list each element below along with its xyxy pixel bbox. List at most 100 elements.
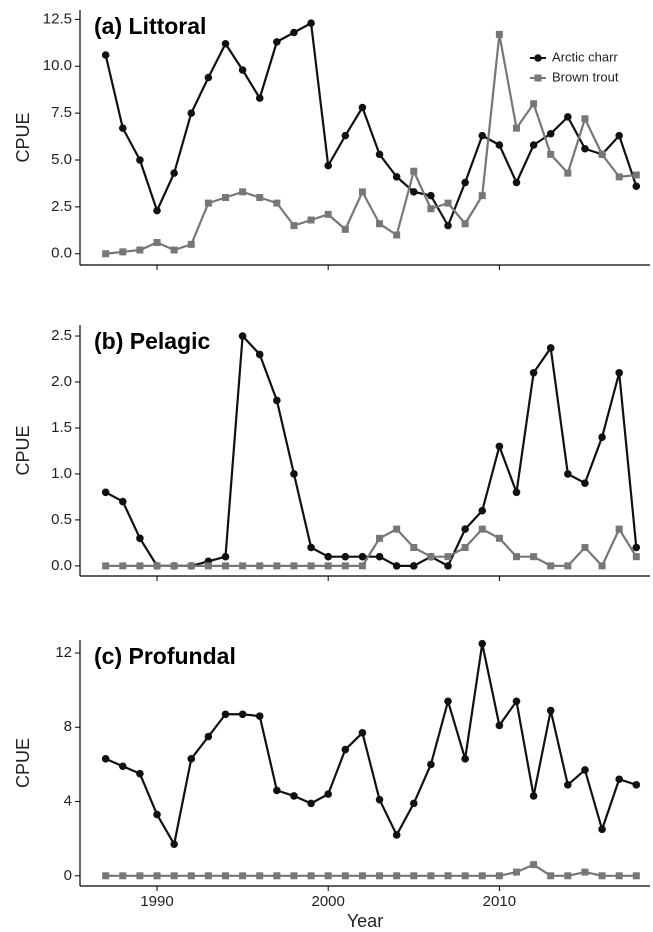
- marker: [495, 442, 504, 451]
- marker: [255, 712, 264, 720]
- y-axis-label: CPUE: [13, 425, 33, 475]
- series-line: [105, 863, 637, 877]
- marker: [307, 799, 315, 808]
- marker: [118, 124, 127, 132]
- marker: [153, 872, 161, 880]
- marker: [598, 872, 606, 880]
- marker: [529, 792, 538, 800]
- marker: [615, 369, 623, 377]
- marker: [564, 113, 572, 121]
- marker: [495, 872, 503, 880]
- marker: [581, 144, 589, 153]
- marker: [239, 562, 247, 570]
- marker: [187, 755, 196, 763]
- marker: [444, 199, 452, 207]
- marker: [598, 433, 606, 441]
- marker: [273, 38, 281, 46]
- legend-marker: [534, 54, 542, 62]
- marker: [238, 332, 247, 340]
- marker: [221, 872, 229, 880]
- marker: [341, 872, 349, 880]
- marker: [256, 194, 264, 201]
- marker: [324, 562, 332, 570]
- marker: [307, 562, 315, 570]
- marker: [136, 562, 144, 570]
- marker: [615, 131, 623, 140]
- marker: [273, 396, 281, 405]
- marker: [530, 100, 538, 108]
- marker: [290, 470, 298, 478]
- panel-title: (b) Pelagic: [94, 328, 211, 354]
- marker: [153, 239, 161, 246]
- marker: [392, 831, 401, 839]
- marker: [187, 109, 196, 117]
- marker: [581, 868, 589, 876]
- marker: [341, 225, 349, 233]
- marker: [273, 199, 281, 207]
- marker: [444, 697, 452, 706]
- marker: [170, 169, 178, 177]
- y-tick-label: 0.5: [51, 511, 72, 528]
- y-tick-label: 8: [64, 718, 72, 735]
- marker: [170, 246, 178, 254]
- marker: [512, 178, 521, 187]
- marker: [410, 543, 418, 551]
- marker: [598, 825, 606, 834]
- marker: [478, 525, 486, 533]
- marker: [187, 240, 195, 248]
- marker: [324, 790, 332, 798]
- legend-label: Brown trout: [552, 69, 619, 84]
- marker: [564, 872, 572, 880]
- marker: [358, 872, 366, 880]
- marker: [427, 205, 435, 213]
- marker: [461, 543, 469, 551]
- marker: [409, 799, 418, 808]
- marker: [255, 94, 264, 102]
- marker: [204, 872, 212, 880]
- marker: [358, 729, 367, 737]
- marker: [461, 872, 469, 880]
- y-tick-label: 7.5: [51, 104, 72, 121]
- marker: [444, 553, 452, 561]
- y-tick-label: 2.5: [51, 327, 72, 344]
- y-tick-label: 1.5: [51, 419, 72, 436]
- marker: [478, 131, 487, 140]
- marker: [290, 28, 298, 37]
- marker: [273, 562, 281, 570]
- marker: [307, 19, 315, 27]
- y-tick-label: 4: [64, 792, 72, 809]
- marker: [393, 525, 401, 533]
- marker: [170, 872, 178, 880]
- marker: [427, 553, 435, 561]
- marker: [256, 872, 264, 880]
- marker: [512, 488, 521, 497]
- marker: [615, 775, 623, 784]
- marker: [478, 506, 487, 515]
- marker: [273, 872, 281, 880]
- marker: [375, 552, 384, 561]
- marker: [324, 161, 332, 170]
- marker: [512, 124, 520, 132]
- marker: [444, 872, 452, 880]
- panel-title: (a) Littoral: [94, 13, 206, 39]
- marker: [598, 562, 606, 570]
- marker: [632, 543, 641, 552]
- marker: [290, 562, 298, 570]
- marker: [358, 562, 366, 570]
- marker: [239, 188, 247, 196]
- marker: [324, 872, 332, 880]
- marker: [393, 231, 401, 239]
- series-line: [105, 334, 638, 567]
- y-axis-label: CPUE: [13, 738, 33, 788]
- marker: [615, 872, 623, 880]
- marker: [495, 30, 503, 38]
- marker: [102, 872, 110, 880]
- marker: [512, 553, 520, 561]
- marker: [273, 786, 281, 795]
- marker: [512, 868, 520, 876]
- marker: [290, 222, 298, 230]
- y-tick-label: 5.0: [51, 151, 72, 168]
- marker: [101, 755, 110, 763]
- marker: [187, 872, 195, 880]
